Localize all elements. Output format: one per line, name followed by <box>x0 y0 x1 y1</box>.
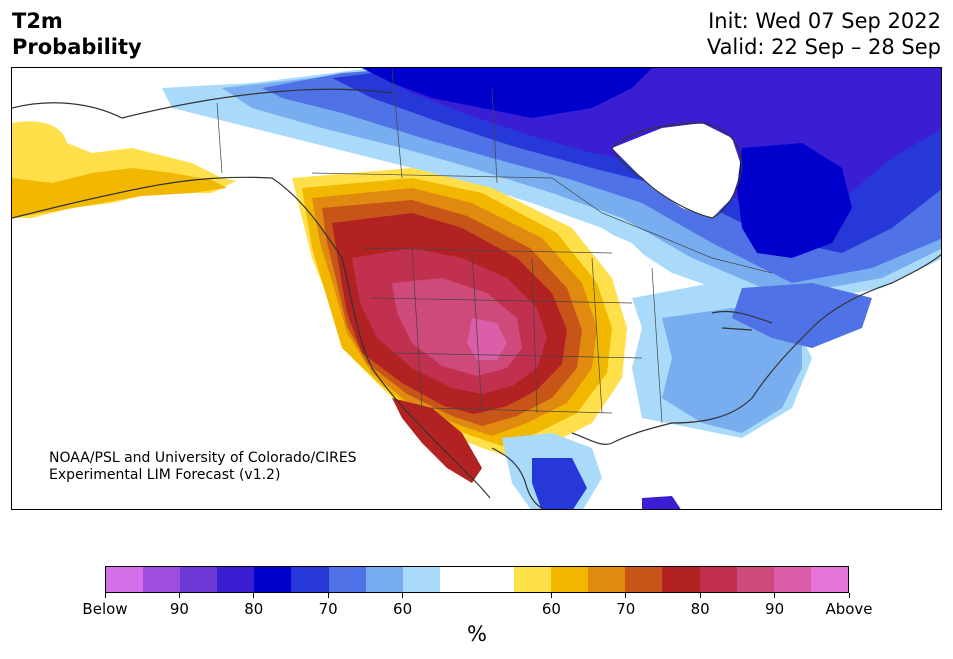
colorbar-tick-label: 80 <box>244 600 264 618</box>
coastlines <box>12 88 941 509</box>
colorbar-tick-label: 70 <box>318 600 338 618</box>
arctic-deep-blue <box>362 68 652 118</box>
northeast-mid-blue <box>732 283 872 348</box>
colorbar-tick-mark <box>402 593 404 598</box>
colorbar-segment <box>699 567 737 592</box>
colorbar-segment <box>736 567 774 592</box>
colorbar-tick-mark <box>774 593 776 598</box>
colorbar-segment <box>402 567 440 592</box>
colorbar-segment <box>254 567 292 592</box>
colorbar-segment <box>365 567 403 592</box>
map-canvas <box>12 68 941 509</box>
colorbar-tick-mark <box>625 593 627 598</box>
title-line-1: T2m <box>12 9 63 33</box>
colorbar-tick-label: 90 <box>765 600 785 618</box>
forecast-dates: Init: Wed 07 Sep 2022 Valid: 22 Sep – 28… <box>707 8 941 60</box>
colorbar-tick-mark <box>550 593 552 598</box>
colorbar-segment <box>439 567 477 592</box>
title-line-2: Probability <box>12 35 142 59</box>
colorbar-tick-mark <box>104 593 106 598</box>
colorbar-unit-label: % <box>467 622 487 646</box>
alaska-land-white <box>52 108 312 188</box>
forecast-map <box>11 67 942 510</box>
colorbar-segment <box>773 567 811 592</box>
political-boundaries <box>216 68 773 424</box>
credit-line-2: Experimental LIM Forecast (v1.2) <box>49 467 281 483</box>
colorbar-segment <box>625 567 663 592</box>
colorbar-tick-mark <box>178 593 180 598</box>
colorbar-tick-label: 70 <box>616 600 636 618</box>
colorbar-tick-mark <box>327 593 329 598</box>
colorbar-segment <box>217 567 255 592</box>
caribbean-indigo <box>642 496 681 509</box>
colorbar-tick-mark <box>699 593 701 598</box>
colorbar-segment <box>328 567 366 592</box>
colorbar-tick-mark <box>848 593 850 598</box>
colorbar-tick-label: Below <box>82 600 128 618</box>
hudson-bay-white <box>612 123 742 218</box>
colorbar-segment <box>106 567 144 592</box>
mexico-blue <box>532 458 587 509</box>
colorbar-segment <box>180 567 218 592</box>
eastern-us-light-blue <box>662 308 802 433</box>
colorbar-segment <box>291 567 329 592</box>
colorbar <box>105 566 849 593</box>
colorbar-segment <box>588 567 626 592</box>
init-date: Init: Wed 07 Sep 2022 <box>708 9 941 33</box>
quebec-deep-blue <box>737 143 852 258</box>
credit-line-1: NOAA/PSL and University of Colorado/CIRE… <box>49 450 357 466</box>
colorbar-tick-label: 60 <box>541 600 561 618</box>
colorbar-segment <box>476 567 515 592</box>
colorbar-tick-label: 90 <box>169 600 189 618</box>
data-credit: NOAA/PSL and University of Colorado/CIRE… <box>49 450 357 484</box>
colorbar-segment <box>662 567 700 592</box>
valid-period: Valid: 22 Sep – 28 Sep <box>706 35 941 59</box>
colorbar-tick-label: Above <box>825 600 873 618</box>
colorbar-tick-label: 80 <box>690 600 710 618</box>
colorbar-segment <box>143 567 181 592</box>
colorbar-segment <box>810 567 848 592</box>
colorbar-segment <box>514 567 552 592</box>
colorbar-segment <box>551 567 589 592</box>
colorbar-tick-mark <box>253 593 255 598</box>
map-title: T2m Probability <box>12 8 142 60</box>
colorbar-tick-label: 60 <box>393 600 413 618</box>
